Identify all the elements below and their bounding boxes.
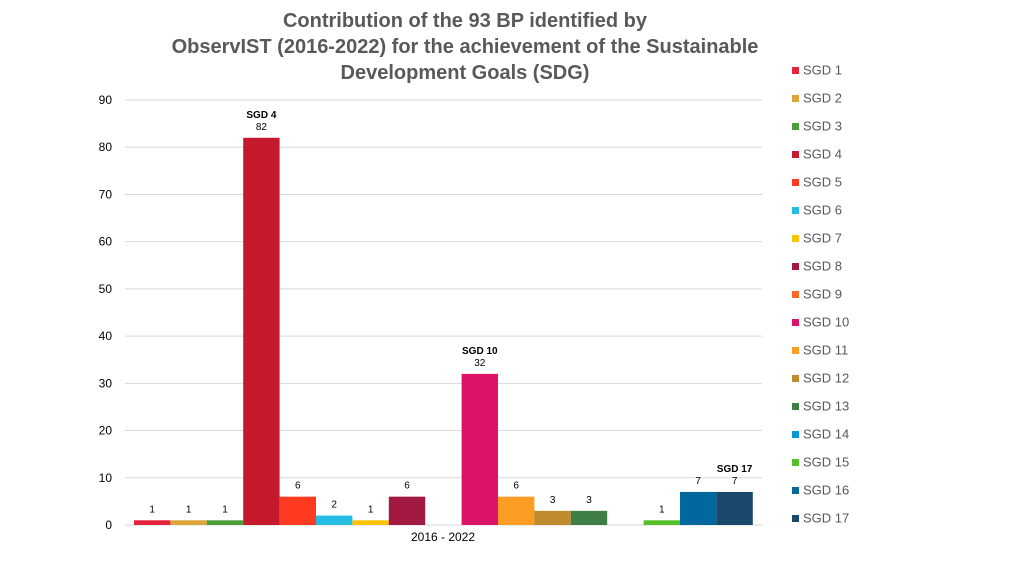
- chart-title-line-2: ObservIST (2016-2022) for the achievemen…: [172, 36, 759, 58]
- legend-label-sgd-1: SGD 1: [803, 63, 842, 78]
- bar-sgd-16: [680, 491, 717, 525]
- bars: [134, 137, 753, 525]
- chart-title-line-3: Development Goals (SDG): [341, 62, 590, 84]
- data-label-sgd-15: 1: [659, 504, 665, 515]
- legend-label-sgd-17: SGD 17: [803, 511, 849, 526]
- legend-swatch-sgd-13: [792, 403, 799, 410]
- bar-sgd-3: [206, 520, 244, 525]
- legend-swatch-sgd-16: [792, 487, 799, 494]
- data-label-sgd-10: 32: [474, 358, 486, 369]
- legend-swatch-sgd-17: [792, 515, 799, 522]
- bar-sgd-7: [352, 520, 389, 525]
- legend-label-sgd-12: SGD 12: [803, 371, 849, 386]
- legend-swatch-sgd-8: [792, 263, 799, 270]
- legend-label-sgd-11: SGD 11: [803, 343, 848, 358]
- bar-sgd-6: [316, 515, 353, 525]
- legend-swatch-sgd-9: [792, 291, 799, 298]
- data-callout-sgd-10: SGD 10: [462, 346, 498, 357]
- bar-sgd-8: [388, 496, 426, 525]
- legend-swatch-sgd-3: [792, 123, 799, 130]
- data-label-sgd-7: 1: [368, 504, 374, 515]
- y-tick-label: 0: [105, 518, 112, 532]
- chart-title: Contribution of the 93 BP identified by …: [172, 10, 759, 84]
- legend-swatch-sgd-12: [792, 375, 799, 382]
- legend-swatch-sgd-1: [792, 67, 799, 74]
- legend-swatch-sgd-11: [792, 347, 799, 354]
- data-label-sgd-11: 6: [513, 481, 519, 492]
- data-label-sgd-12: 3: [550, 495, 556, 506]
- bar-sgd-17: [716, 491, 753, 525]
- legend-label-sgd-10: SGD 10: [803, 315, 849, 330]
- data-label-sgd-5: 6: [295, 481, 301, 492]
- legend-swatch-sgd-7: [792, 235, 799, 242]
- legend-label-sgd-16: SGD 16: [803, 483, 849, 498]
- gridlines: [125, 99, 762, 526]
- x-axis: 2016 - 2022: [411, 530, 475, 544]
- bar-sgd-2: [170, 520, 207, 525]
- legend-swatch-sgd-14: [792, 431, 799, 438]
- x-tick-label: 2016 - 2022: [411, 530, 475, 544]
- y-tick-label: 50: [99, 282, 113, 296]
- data-label-sgd-16: 7: [695, 476, 701, 487]
- legend-label-sgd-3: SGD 3: [803, 119, 842, 134]
- bar-sgd-11: [498, 496, 535, 525]
- y-tick-label: 10: [99, 471, 113, 485]
- legend-label-sgd-13: SGD 13: [803, 399, 849, 414]
- y-tick-label: 90: [99, 93, 113, 107]
- y-tick-label: 80: [99, 140, 113, 154]
- bar-sgd-4: [243, 137, 280, 525]
- data-label-sgd-1: 1: [149, 504, 155, 515]
- legend-swatch-sgd-5: [792, 179, 799, 186]
- data-callout-sgd-17: SGD 17: [717, 464, 753, 475]
- data-callout-sgd-4: SGD 4: [246, 110, 276, 121]
- bar-sgd-1: [134, 520, 171, 525]
- legend: SGD 1 SGD 2 SGD 3 SGD 4 SGD 5 SGD 6 SGD 7 SGD 8…: [792, 63, 849, 526]
- data-label-sgd-6: 2: [331, 500, 337, 511]
- y-axis: 0 10 20 30 40 50 60 70 80 90: [99, 93, 113, 532]
- legend-label-sgd-8: SGD 8: [803, 259, 842, 274]
- legend-label-sgd-9: SGD 9: [803, 287, 842, 302]
- y-tick-label: 70: [99, 187, 113, 201]
- data-label-sgd-2: 1: [186, 504, 192, 515]
- legend-label-sgd-5: SGD 5: [803, 175, 842, 190]
- data-label-sgd-17: 7: [732, 476, 738, 487]
- legend-label-sgd-2: SGD 2: [803, 91, 842, 106]
- legend-label-sgd-14: SGD 14: [803, 427, 849, 442]
- legend-swatch-sgd-2: [792, 95, 799, 102]
- legend-swatch-sgd-10: [792, 319, 799, 326]
- legend-label-sgd-15: SGD 15: [803, 455, 849, 470]
- bar-sgd-10: [461, 373, 498, 525]
- legend-swatch-sgd-6: [792, 207, 799, 214]
- data-label-sgd-13: 3: [586, 495, 592, 506]
- bar-sgd-15: [643, 520, 680, 525]
- y-tick-label: 20: [99, 424, 113, 438]
- y-tick-label: 30: [99, 376, 113, 390]
- legend-label-sgd-6: SGD 6: [803, 203, 842, 218]
- data-label-sgd-8: 6: [404, 481, 410, 492]
- y-tick-label: 60: [99, 235, 113, 249]
- bar-sgd-5: [279, 496, 316, 525]
- data-label-sgd-3: 1: [222, 504, 228, 515]
- chart-title-line-1: Contribution of the 93 BP identified by: [283, 10, 648, 32]
- bar-sgd-13: [570, 510, 608, 525]
- legend-swatch-sgd-4: [792, 151, 799, 158]
- data-label-sgd-4: 82: [256, 122, 268, 133]
- legend-swatch-sgd-15: [792, 459, 799, 466]
- y-tick-label: 40: [99, 329, 113, 343]
- bar-sgd-12: [534, 510, 571, 525]
- legend-label-sgd-4: SGD 4: [803, 147, 842, 162]
- legend-label-sgd-7: SGD 7: [803, 231, 842, 246]
